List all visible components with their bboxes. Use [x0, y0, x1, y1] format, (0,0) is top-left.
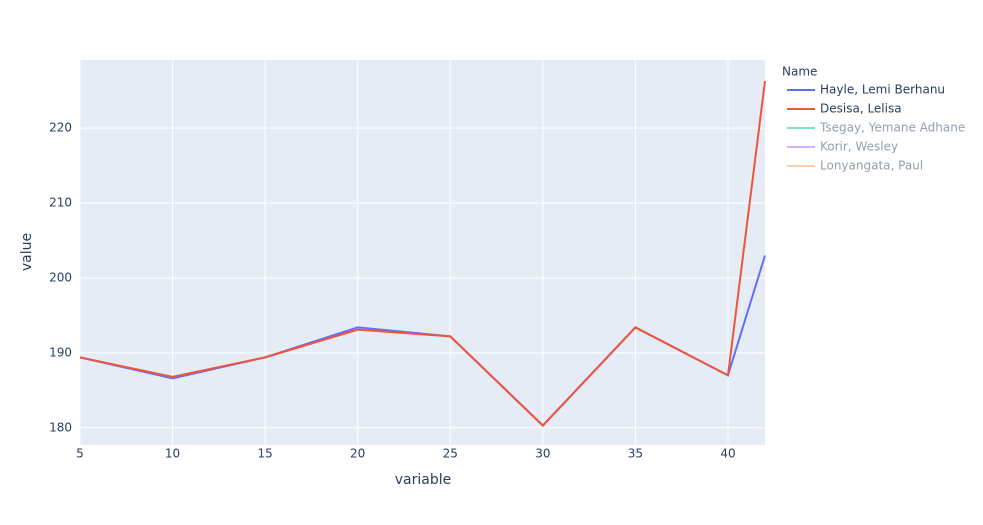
legend-title: Name — [782, 65, 817, 79]
y-tick-label: 190 — [49, 345, 72, 359]
legend-label[interactable]: Desisa, Lelisa — [820, 102, 902, 116]
x-tick-label: 35 — [628, 447, 643, 461]
y-tick-label: 220 — [49, 121, 72, 135]
series-line — [79, 80, 766, 427]
x-tick-label: 20 — [350, 447, 365, 461]
legend-label[interactable]: Korir, Wesley — [820, 140, 898, 154]
x-tick-label: 40 — [720, 447, 735, 461]
legend-label[interactable]: Hayle, Lemi Berhanu — [820, 83, 945, 97]
y-tick-label: 210 — [49, 196, 72, 210]
y-tick-label: 200 — [49, 270, 72, 284]
x-tick-label: 30 — [535, 447, 550, 461]
legend-label[interactable]: Lonyangata, Paul — [820, 159, 923, 173]
y-tick-label: 180 — [49, 420, 72, 434]
plot-area — [80, 60, 765, 445]
x-tick-label: 10 — [165, 447, 180, 461]
legend-label[interactable]: Tsegay, Yemane Adhane — [819, 121, 965, 135]
x-tick-label: 15 — [257, 447, 272, 461]
x-tick-label: 25 — [443, 447, 458, 461]
x-axis-title: variable — [395, 472, 451, 488]
x-tick-label: 5 — [76, 447, 84, 461]
y-axis-title: value — [19, 233, 35, 271]
